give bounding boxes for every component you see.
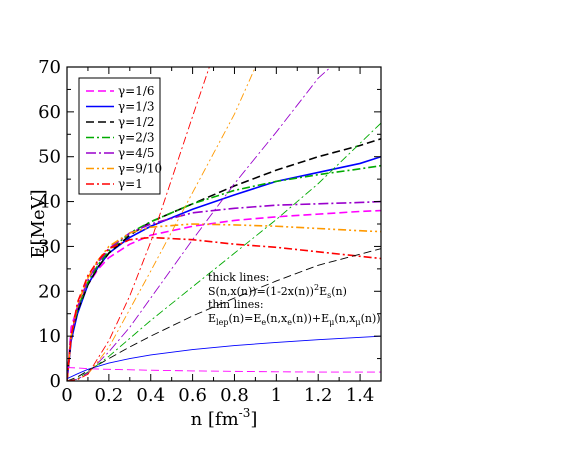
y-tick-label: 10	[38, 326, 61, 347]
series-line-thick-5	[67, 223, 381, 381]
legend-box	[78, 77, 161, 195]
legend-label: γ=9/10	[118, 162, 162, 176]
y-tick-label: 50	[38, 147, 61, 168]
y-axis-title: E[MeV]	[28, 189, 49, 258]
x-tick-label: 0.6	[178, 385, 207, 406]
legend-label: γ=1/3	[118, 100, 155, 114]
series-line-thin-13	[67, 67, 210, 381]
annotation-formula-thin: Elep(n)=Ee(n,xe(n))+Eμ(n,xμ(n))	[208, 312, 381, 327]
series-line-thin-7	[67, 367, 381, 373]
legend-label: γ=2/3	[118, 131, 155, 145]
legend-label: γ=4/5	[118, 146, 155, 160]
x-tick-label: 0.2	[95, 385, 124, 406]
legend-label: γ=1/6	[118, 84, 155, 98]
ticks-layer: 0 0.2 0.4 0.6 0.8 1 1.2 1.4 0 10 20 30 40 50 60 70	[38, 57, 381, 406]
series-line-thin-10	[67, 122, 381, 381]
series-line-thick-6	[67, 236, 381, 381]
legend-label: γ=1/2	[118, 115, 155, 129]
series-line-thick-3	[67, 164, 381, 381]
legend: γ=1/6 γ=1/3γ=1/2 γ=2/3γ=4/5 γ=9/10γ=1	[78, 77, 162, 195]
series-line-thin-8	[67, 335, 381, 380]
y-tick-label: 20	[38, 281, 61, 302]
y-tick-label: 40	[38, 192, 61, 213]
y-tick-label: 30	[38, 236, 61, 257]
x-tick-label: 1	[271, 385, 282, 406]
x-tick-label: 0.8	[220, 385, 249, 406]
y-tick-label: 0	[50, 371, 61, 392]
annotation-formula-thick: S(n,x(n))=(1-2x(n))2Es(n)	[208, 283, 347, 300]
x-tick-label: 0	[61, 385, 72, 406]
annotation-line-thin: thin lines:	[208, 298, 264, 311]
legend-label: γ=1	[118, 177, 143, 191]
y-tick-label: 70	[38, 57, 61, 78]
x-tick-label: 0.4	[136, 385, 165, 406]
annotation-line-thick: thick lines:	[208, 271, 269, 284]
x-axis-title: n [fm-3]	[191, 406, 258, 430]
annotation: thick lines: S(n,x(n))=(1-2x(n))2Es(n) t…	[208, 271, 381, 327]
series-line-thick-2	[67, 138, 381, 381]
x-tick-label: 1.2	[304, 385, 333, 406]
series-layer	[67, 67, 381, 381]
series-line-thin-9	[67, 248, 381, 381]
y-tick-label: 60	[38, 102, 61, 123]
series-line-thick-4	[67, 200, 381, 381]
series-line-thin-11	[67, 67, 332, 381]
x-tick-label: 1.4	[346, 385, 375, 406]
